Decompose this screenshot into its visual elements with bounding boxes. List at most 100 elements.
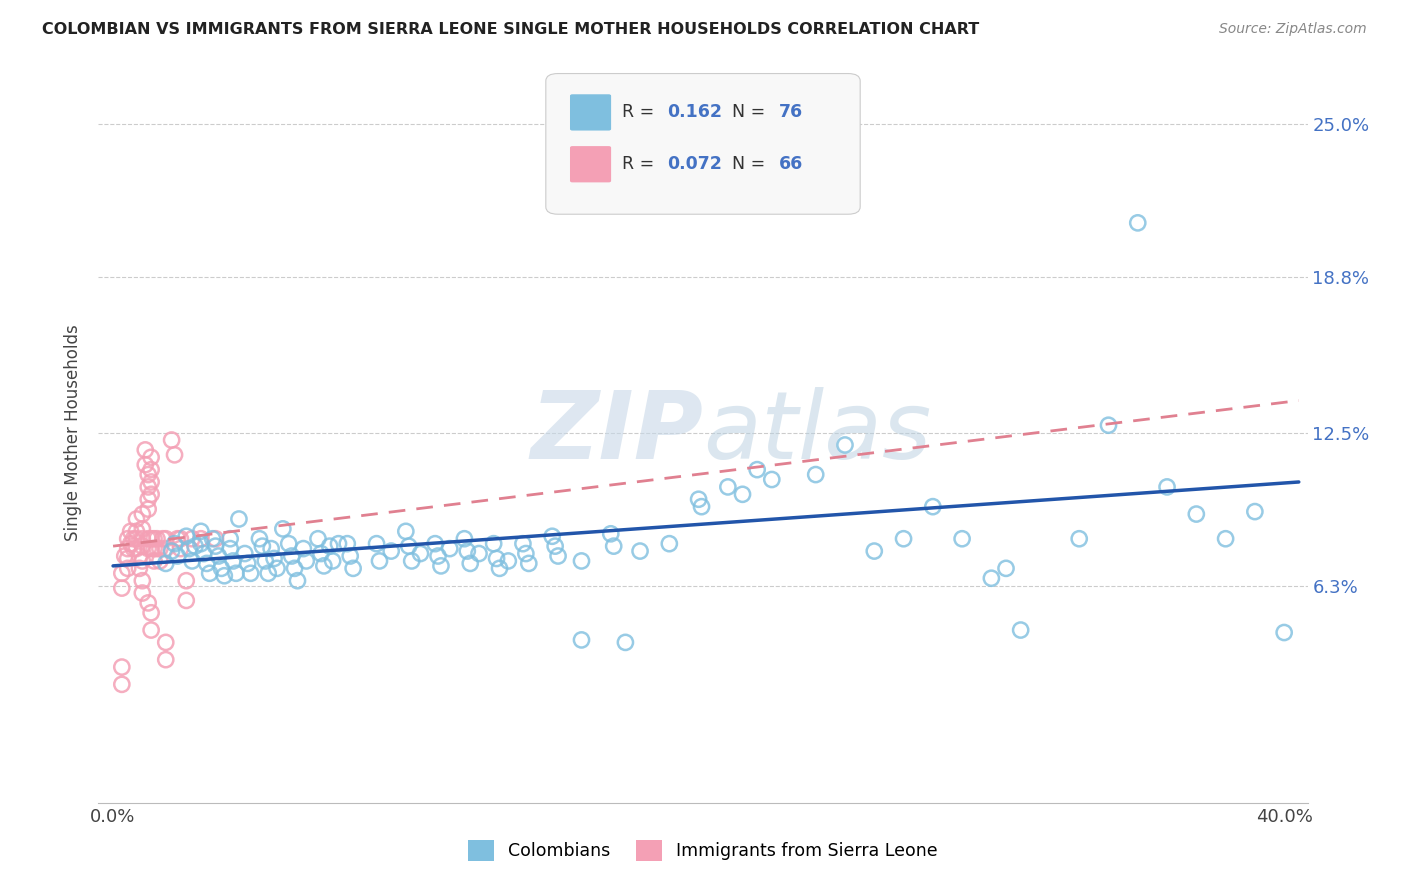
Point: [950, 532, 973, 546]
Text: Source: ZipAtlas.com: Source: ZipAtlas.com: [1219, 22, 1367, 37]
Point: [1215, 532, 1237, 546]
FancyBboxPatch shape: [569, 95, 612, 130]
Point: [128, 561, 150, 575]
Point: [125, 512, 148, 526]
Point: [336, 536, 359, 550]
Point: [146, 541, 169, 556]
Point: [111, 566, 134, 581]
Point: [599, 526, 621, 541]
Text: R =: R =: [621, 155, 659, 173]
Point: [160, 544, 183, 558]
Point: [166, 532, 188, 546]
Point: [136, 596, 159, 610]
Point: [125, 524, 148, 539]
Point: [498, 554, 520, 568]
Point: [322, 554, 344, 568]
Point: [195, 557, 218, 571]
Point: [174, 529, 197, 543]
Point: [260, 541, 283, 556]
Point: [204, 532, 226, 546]
Point: [233, 547, 256, 561]
Point: [122, 532, 145, 546]
Point: [134, 458, 156, 472]
Point: [139, 462, 162, 476]
Point: [136, 532, 159, 546]
Point: [155, 532, 177, 546]
Point: [201, 532, 224, 546]
Text: R =: R =: [621, 103, 659, 121]
Text: atlas: atlas: [703, 387, 931, 478]
Point: [295, 554, 318, 568]
Point: [117, 551, 139, 566]
Point: [228, 512, 250, 526]
Point: [1126, 216, 1149, 230]
Point: [485, 551, 508, 566]
Legend: Colombians, Immigrants from Sierra Leone: Colombians, Immigrants from Sierra Leone: [468, 839, 938, 861]
Point: [804, 467, 827, 482]
Point: [131, 539, 153, 553]
Point: [439, 541, 461, 556]
Point: [239, 566, 262, 581]
Point: [163, 536, 186, 550]
Point: [114, 549, 136, 563]
Point: [921, 500, 943, 514]
Point: [207, 549, 229, 563]
Point: [111, 581, 134, 595]
Point: [453, 532, 475, 546]
Text: COLOMBIAN VS IMMIGRANTS FROM SIERRA LEONE SINGLE MOTHER HOUSEHOLDS CORRELATION C: COLOMBIAN VS IMMIGRANTS FROM SIERRA LEON…: [42, 22, 980, 37]
Point: [515, 547, 537, 561]
Point: [482, 536, 505, 550]
Text: 0.072: 0.072: [666, 155, 721, 173]
Point: [125, 541, 148, 556]
Point: [339, 549, 361, 563]
Point: [266, 561, 288, 575]
Point: [731, 487, 754, 501]
Point: [430, 558, 453, 573]
Text: N =: N =: [721, 155, 770, 173]
Point: [190, 524, 212, 539]
Text: ZIP: ZIP: [530, 386, 703, 479]
Point: [122, 541, 145, 556]
Point: [571, 632, 593, 647]
Point: [136, 467, 159, 482]
Point: [139, 450, 162, 465]
Y-axis label: Single Mother Households: Single Mother Households: [65, 325, 83, 541]
Point: [131, 532, 153, 546]
Point: [284, 561, 307, 575]
Point: [120, 536, 142, 550]
Point: [131, 522, 153, 536]
Point: [155, 635, 177, 649]
Point: [517, 557, 540, 571]
Point: [131, 586, 153, 600]
Point: [458, 557, 481, 571]
Point: [193, 547, 215, 561]
Point: [139, 475, 162, 489]
Point: [277, 536, 299, 550]
Point: [179, 541, 201, 556]
Point: [328, 536, 350, 550]
Point: [1010, 623, 1032, 637]
Point: [163, 448, 186, 462]
Point: [146, 532, 169, 546]
Point: [658, 536, 681, 550]
Point: [136, 492, 159, 507]
Point: [1272, 625, 1295, 640]
Point: [209, 561, 232, 575]
Point: [139, 541, 162, 556]
Point: [166, 549, 188, 563]
Point: [117, 532, 139, 546]
Point: [111, 660, 134, 674]
Point: [761, 473, 783, 487]
Point: [366, 536, 388, 550]
Point: [309, 547, 332, 561]
Point: [747, 462, 769, 476]
Point: [149, 541, 172, 556]
Point: [174, 593, 197, 607]
FancyBboxPatch shape: [546, 73, 860, 214]
Point: [544, 539, 567, 553]
Point: [254, 554, 277, 568]
Point: [614, 635, 637, 649]
Point: [688, 492, 710, 507]
Point: [128, 549, 150, 563]
Point: [602, 539, 624, 553]
